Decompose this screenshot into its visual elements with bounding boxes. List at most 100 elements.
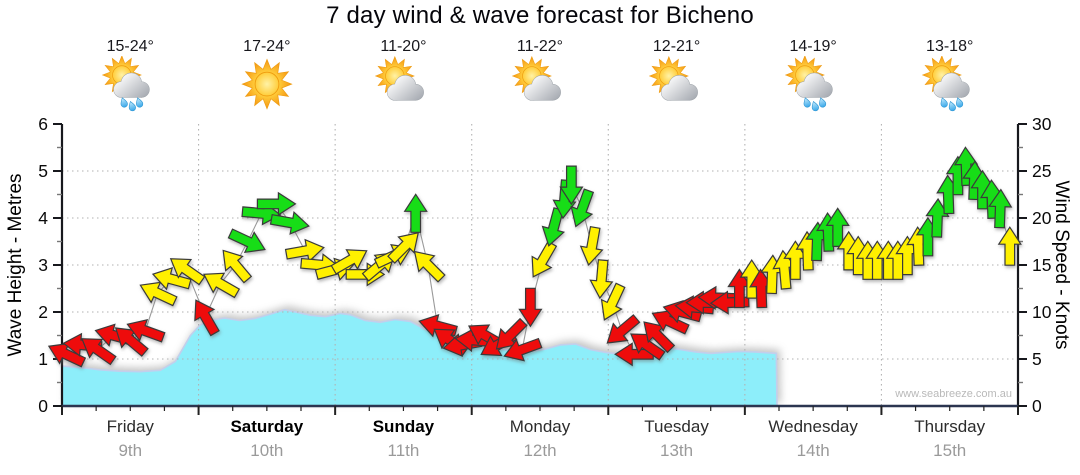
wind-arrow-red bbox=[709, 290, 750, 315]
wind-arrow-green bbox=[570, 188, 595, 228]
left-axis-tick-label: 6 bbox=[38, 114, 48, 134]
day-name-label: Saturday bbox=[230, 417, 304, 436]
day-date-label: 9th bbox=[118, 441, 143, 460]
day-name-label: Tuesday bbox=[644, 417, 709, 436]
weather-icon-slot bbox=[921, 56, 979, 114]
wind-arrow-yellow bbox=[997, 226, 1022, 266]
weather-icon-slot bbox=[784, 56, 842, 114]
weather-icon-slot bbox=[648, 56, 706, 114]
weather-icon-slot bbox=[374, 56, 432, 114]
wind-arrow-yellow bbox=[413, 250, 446, 283]
temperature-label: 13-18° bbox=[926, 38, 974, 55]
wind-arrow-red bbox=[749, 268, 774, 309]
cloud-shape bbox=[387, 75, 425, 101]
wind-arrow-red bbox=[503, 337, 543, 362]
raindrop bbox=[129, 100, 137, 112]
cloud-shape bbox=[113, 72, 150, 98]
day-date-label: 13th bbox=[660, 441, 694, 460]
wind-arrow-yellow bbox=[783, 240, 808, 280]
wind-arrow-green bbox=[988, 188, 1013, 229]
sun-cloud-icon bbox=[648, 56, 698, 101]
cloud-lobe-fill bbox=[941, 89, 962, 98]
wind-arrow-red bbox=[651, 309, 690, 335]
wave-area bbox=[62, 309, 777, 406]
temperature-label: 11-22° bbox=[516, 38, 564, 55]
wind-arrow-yellow bbox=[387, 231, 420, 264]
wind-arrow-yellow bbox=[202, 272, 241, 299]
day-date-label: 12th bbox=[523, 441, 557, 460]
wind-arrow-green bbox=[559, 165, 584, 206]
right-axis-tick-label: 15 bbox=[1032, 255, 1051, 275]
sun-icon bbox=[241, 58, 293, 110]
wind-arrow-green bbox=[403, 193, 428, 233]
wind-arrow-yellow bbox=[531, 240, 558, 278]
wind-arrow-red bbox=[47, 342, 87, 368]
sun-shape bbox=[241, 58, 293, 110]
wind-arrow-yellow bbox=[589, 259, 614, 300]
right-axis-title: Wind Speed - Knots bbox=[1051, 180, 1072, 350]
day-date-label: 11th bbox=[387, 441, 420, 460]
raindrop bbox=[819, 97, 827, 108]
wind-arrow-green bbox=[256, 191, 297, 217]
wind-arrows bbox=[47, 146, 1022, 368]
raindrop bbox=[136, 97, 144, 108]
wind-arrow-green bbox=[541, 207, 566, 247]
left-axis-tick-label: 4 bbox=[38, 208, 48, 228]
right-axis-tick-label: 10 bbox=[1032, 302, 1052, 322]
raindrop bbox=[811, 100, 820, 112]
left-axis-title: Wave Height - Metres bbox=[5, 173, 26, 357]
day-name-label: Thursday bbox=[914, 417, 986, 436]
raindrop bbox=[948, 100, 956, 112]
cloud-shape bbox=[523, 75, 561, 101]
wind-arrow-red bbox=[643, 321, 676, 354]
wind-arrow-red bbox=[630, 333, 666, 361]
left-axis-tick-label: 1 bbox=[38, 349, 48, 369]
left-axis-tick-label: 2 bbox=[38, 302, 48, 322]
wind-arrow-red bbox=[126, 318, 166, 343]
right-axis-tick-label: 30 bbox=[1032, 114, 1052, 134]
wind-arrow-yellow bbox=[169, 258, 206, 286]
raindrop bbox=[940, 97, 948, 108]
day-date-label: 14th bbox=[796, 441, 830, 460]
temperature-label: 12-21° bbox=[652, 38, 701, 55]
temperature-label: 17-24° bbox=[243, 38, 291, 55]
wind-arrow-yellow bbox=[284, 238, 325, 263]
left-axis-tick-label: 5 bbox=[38, 161, 48, 181]
wind-arrow-red bbox=[518, 287, 543, 328]
left-axis-tick-label: 0 bbox=[38, 396, 48, 416]
day-name-label: Friday bbox=[106, 417, 154, 436]
cloud-shape bbox=[933, 72, 970, 98]
raindrop bbox=[803, 97, 811, 108]
cloud-lobe-fill bbox=[804, 89, 825, 98]
wind-arrow-yellow bbox=[139, 281, 178, 307]
wind-arrow-yellow bbox=[151, 267, 192, 291]
temperature-label: 14-19° bbox=[789, 38, 837, 55]
sun-cloud-rain-icon bbox=[784, 56, 833, 112]
wind-arrow-yellow bbox=[330, 249, 368, 275]
weather-icon-slot bbox=[101, 56, 159, 114]
cloud-lobe-fill bbox=[121, 89, 142, 98]
weather-icon-slot bbox=[511, 56, 569, 114]
raindrop bbox=[955, 97, 963, 108]
left-axis-tick-label: 3 bbox=[38, 255, 48, 275]
right-axis-tick-label: 5 bbox=[1032, 349, 1042, 369]
wind-arrow-green bbox=[925, 197, 950, 238]
temperature-label: 11-20° bbox=[380, 38, 427, 55]
sun-cloud-rain-icon bbox=[921, 56, 970, 112]
cloud-lobe-fill bbox=[668, 92, 690, 101]
wind-arrow-red bbox=[727, 268, 752, 309]
temperature-label: 15-24° bbox=[106, 38, 154, 55]
wind-arrow-yellow bbox=[222, 249, 253, 284]
right-axis-tick-label: 25 bbox=[1032, 161, 1051, 181]
sun-cloud-icon bbox=[375, 56, 425, 101]
cloud-shape bbox=[796, 72, 833, 98]
wind-arrow-red bbox=[114, 327, 149, 357]
right-axis-tick-label: 0 bbox=[1032, 396, 1042, 416]
wind-arrow-red bbox=[194, 299, 220, 337]
cloud-lobe-fill bbox=[395, 92, 417, 101]
wind-arrow-green bbox=[227, 228, 266, 254]
wind-arrow-green bbox=[269, 211, 310, 235]
right-axis-tick-label: 20 bbox=[1032, 208, 1052, 228]
wind-arrow-red bbox=[495, 317, 528, 350]
